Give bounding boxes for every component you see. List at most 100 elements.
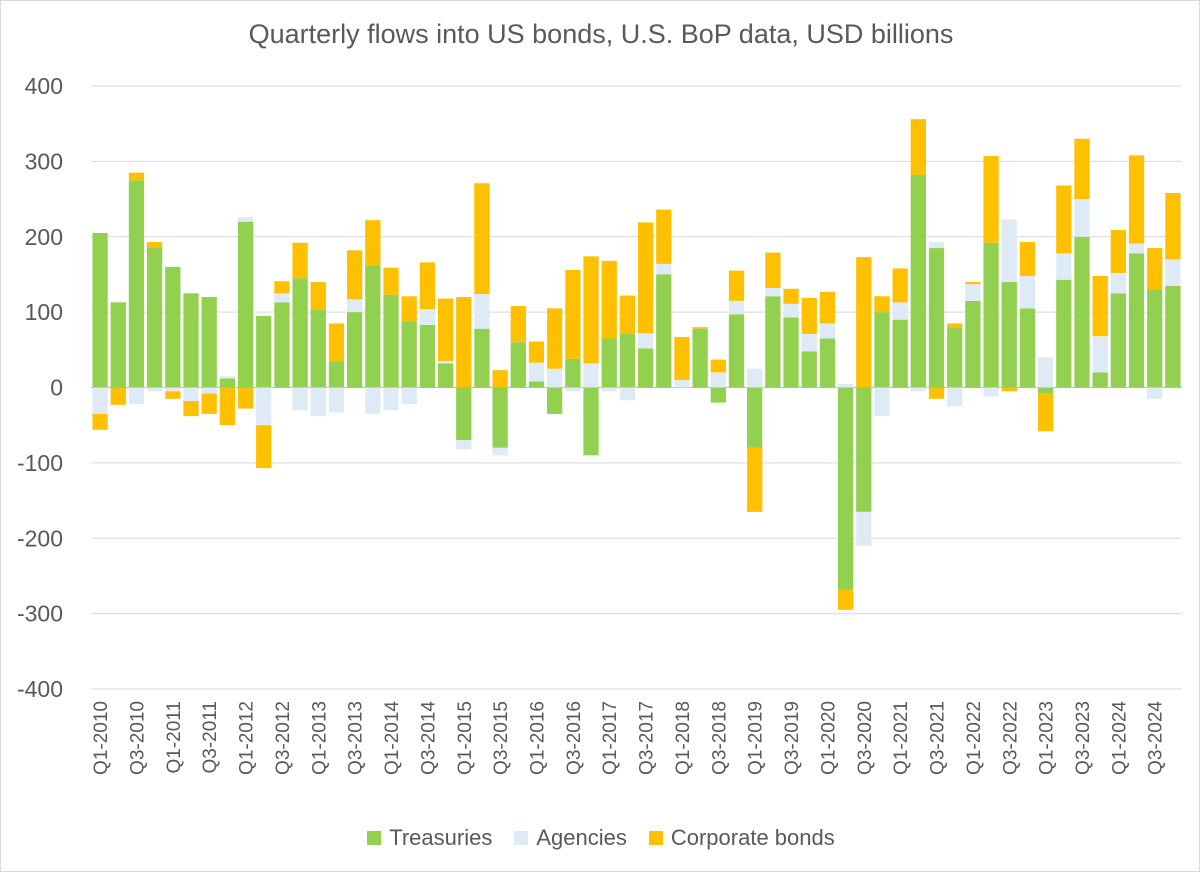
bar-agencies	[801, 333, 817, 352]
bar-corporate-bonds	[819, 291, 836, 324]
bar-agencies	[165, 387, 181, 392]
legend-item-treasuries[interactable]: Treasuries	[367, 825, 492, 851]
chart-title: Quarterly flows into US bonds, U.S. BoP …	[248, 19, 954, 49]
x-tick-label: Q1-2020	[818, 701, 839, 775]
bar-corporate-bonds	[674, 337, 690, 380]
legend-label-corporate-bonds: Corporate bonds	[670, 825, 835, 850]
bar-treasuries	[401, 321, 417, 388]
bar-treasuries	[710, 387, 726, 403]
bar-treasuries	[892, 319, 908, 388]
bar-agencies	[528, 362, 545, 382]
bar-treasuries	[183, 293, 199, 388]
bar-corporate-bonds	[1147, 248, 1163, 290]
bar-agencies	[856, 511, 872, 546]
bar-agencies	[965, 284, 981, 301]
bar-agencies	[183, 387, 199, 402]
legend: Treasuries Agencies Corporate bonds	[1, 825, 1200, 851]
bar-agencies	[910, 387, 926, 392]
bar-agencies	[128, 387, 145, 405]
bar-treasuries	[474, 328, 490, 388]
bar-agencies	[874, 387, 890, 417]
bar-treasuries	[1037, 387, 1054, 394]
x-tick-label: Q1-2018	[673, 701, 694, 775]
bar-corporate-bonds	[910, 119, 926, 175]
bar-treasuries	[1165, 285, 1181, 388]
bar-corporate-bonds	[583, 256, 599, 364]
bar-corporate-bonds	[128, 172, 145, 181]
x-tick-label: Q1-2016	[528, 701, 549, 775]
bar-agencies	[983, 387, 999, 397]
bar-agencies	[365, 387, 381, 414]
bar-agencies	[892, 302, 908, 320]
bar-treasuries	[747, 387, 763, 448]
bar-corporate-bonds	[947, 323, 963, 328]
bar-corporate-bonds	[437, 298, 454, 362]
bar-agencies	[219, 376, 236, 379]
y-tick-label: 300	[25, 148, 63, 174]
bar-treasuries	[728, 314, 745, 388]
x-tick-label: Q1-2012	[237, 701, 258, 775]
legend-item-corporate-bonds[interactable]: Corporate bonds	[648, 825, 835, 851]
bar-treasuries	[310, 309, 326, 388]
bar-agencies	[419, 309, 436, 325]
bar-agencies	[1092, 336, 1108, 373]
y-axis-labels: 400 300 200 100 0 -100 -200 -300 -400	[17, 73, 63, 702]
bar-corporate-bonds	[401, 296, 417, 322]
bar-agencies	[237, 217, 254, 222]
bar-treasuries	[1128, 253, 1145, 388]
bar-treasuries	[419, 324, 436, 388]
bar-agencies	[710, 372, 726, 388]
bar-corporate-bonds	[1019, 242, 1036, 276]
bar-corporate-bonds	[1001, 387, 1017, 392]
bar-treasuries	[219, 378, 236, 388]
bar-treasuries	[510, 342, 526, 388]
bar-treasuries	[383, 294, 399, 388]
x-tick-label: Q3-2021	[928, 701, 949, 775]
bar-treasuries	[528, 381, 545, 388]
bar-corporate-bonds	[510, 306, 526, 343]
bar-corporate-bonds	[565, 269, 581, 359]
bar-corporate-bonds	[619, 295, 636, 334]
bar-corporate-bonds	[201, 393, 217, 414]
x-tick-label: Q3-2014	[418, 701, 439, 775]
bar-agencies	[1165, 259, 1181, 286]
legend-item-agencies[interactable]: Agencies	[514, 825, 627, 851]
bar-corporate-bonds	[637, 222, 654, 334]
bar-treasuries	[783, 317, 799, 388]
bar-corporate-bonds	[747, 447, 763, 512]
bar-treasuries	[928, 248, 945, 388]
bar-agencies	[401, 387, 417, 405]
bar-corporate-bonds	[419, 262, 436, 310]
bar-treasuries	[565, 358, 581, 388]
y-tick-label: -200	[17, 525, 63, 551]
bar-treasuries	[365, 265, 381, 388]
bar-agencies	[637, 333, 654, 349]
bar-treasuries	[492, 387, 508, 448]
bar-agencies	[947, 387, 963, 407]
bar-corporate-bonds	[892, 268, 908, 303]
x-tick-label: Q1-2010	[91, 701, 112, 775]
bar-agencies	[1001, 219, 1017, 282]
bar-treasuries	[837, 387, 854, 590]
bar-treasuries	[692, 328, 708, 388]
bar-agencies	[1110, 272, 1126, 294]
bar-agencies	[837, 383, 854, 388]
x-tick-label: Q3-2017	[637, 701, 658, 775]
bar-corporate-bonds	[801, 297, 817, 334]
bar-agencies	[492, 447, 508, 456]
bar-corporate-bonds	[183, 401, 199, 417]
bar-corporate-bonds	[456, 297, 472, 388]
bar-agencies	[437, 361, 454, 364]
bar-agencies	[619, 387, 636, 401]
y-tick-label: 100	[25, 299, 63, 325]
bar-treasuries	[1147, 289, 1163, 388]
bar-agencies	[92, 387, 108, 414]
x-tick-label: Q1-2013	[309, 701, 330, 775]
bar-treasuries	[456, 387, 472, 441]
bar-treasuries	[1001, 281, 1017, 388]
bar-corporate-bonds	[728, 270, 745, 301]
bar-agencies	[147, 387, 163, 392]
bar-treasuries	[274, 302, 290, 388]
bar-corporate-bonds	[765, 252, 781, 289]
